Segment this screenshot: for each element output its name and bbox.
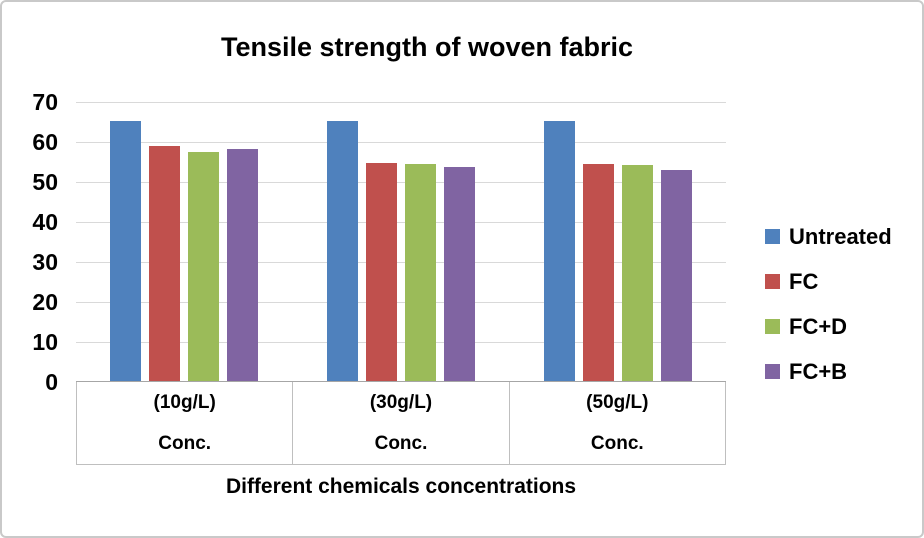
gridline-70 [76, 102, 726, 103]
bar-Untreated-group2 [327, 121, 358, 381]
bar-FC+D-group2 [405, 164, 436, 381]
category-axis: (10g/L) Conc. (30g/L) Conc. (50g/L) Conc. [76, 382, 726, 465]
y-tick-label-20: 20 [32, 289, 58, 315]
x-axis-title: Different chemicals concentrations [225, 475, 577, 498]
legend-item-FC+B: FC+B [765, 349, 922, 394]
gridline-10 [76, 342, 726, 343]
y-tick-label-50: 50 [32, 169, 58, 195]
bar-FC+B-group2 [444, 167, 475, 381]
y-tick-label-30: 30 [32, 249, 58, 275]
bar-FC+D-group3 [621, 164, 653, 381]
category-sublabel: Conc. [158, 433, 212, 455]
legend-label: FC+B [789, 358, 848, 384]
y-tick-label-70: 70 [32, 89, 58, 115]
gridline-60 [76, 142, 726, 143]
category-cell-3: (50g/L) Conc. [510, 382, 725, 464]
y-tick-label-40: 40 [32, 209, 58, 235]
y-tick-label-10: 10 [32, 329, 58, 355]
chart-title: Tensile strength of woven fabric [220, 32, 634, 62]
y-tick-label-0: 0 [45, 369, 58, 395]
bar-Untreated-group1 [110, 121, 142, 381]
gridline-20 [76, 302, 726, 303]
gridline-30 [76, 262, 726, 263]
legend-item-Untreated: Untreated [765, 214, 922, 259]
bar-FC+B-group1 [227, 148, 259, 381]
bar-FC-group2 [366, 163, 397, 381]
legend-label: FC [789, 268, 819, 294]
legend: Untreated FC FC+D FC+B [765, 214, 922, 394]
legend-item-FC+D: FC+D [765, 304, 922, 349]
category-label: (50g/L) [586, 392, 649, 414]
bar-FC+D-group1 [188, 152, 220, 381]
legend-item-FC: FC [765, 259, 922, 304]
legend-label: FC+D [789, 313, 848, 339]
gridline-40 [76, 222, 726, 223]
category-label: (30g/L) [369, 392, 433, 414]
legend-label: Untreated [789, 223, 892, 249]
category-cell-1: (10g/L) Conc. [77, 382, 294, 464]
gridline-50 [76, 182, 726, 183]
plot-area [76, 102, 726, 382]
bar-Untreated-group3 [543, 121, 575, 381]
legend-swatch-icon [765, 274, 780, 289]
y-axis: 0 10 20 30 40 50 60 70 [2, 89, 66, 395]
category-label: (10g/L) [153, 392, 216, 414]
category-sublabel: Conc. [590, 433, 644, 455]
bar-FC-group1 [149, 146, 181, 381]
category-cell-2: (30g/L) Conc. [293, 382, 510, 464]
legend-swatch-icon [765, 364, 780, 379]
bar-FC-group3 [582, 163, 614, 381]
category-sublabel: Conc. [374, 433, 428, 455]
bar-FC+B-group3 [660, 170, 692, 381]
y-tick-label-60: 60 [32, 129, 58, 155]
legend-swatch-icon [765, 319, 780, 334]
legend-swatch-icon [765, 229, 780, 244]
